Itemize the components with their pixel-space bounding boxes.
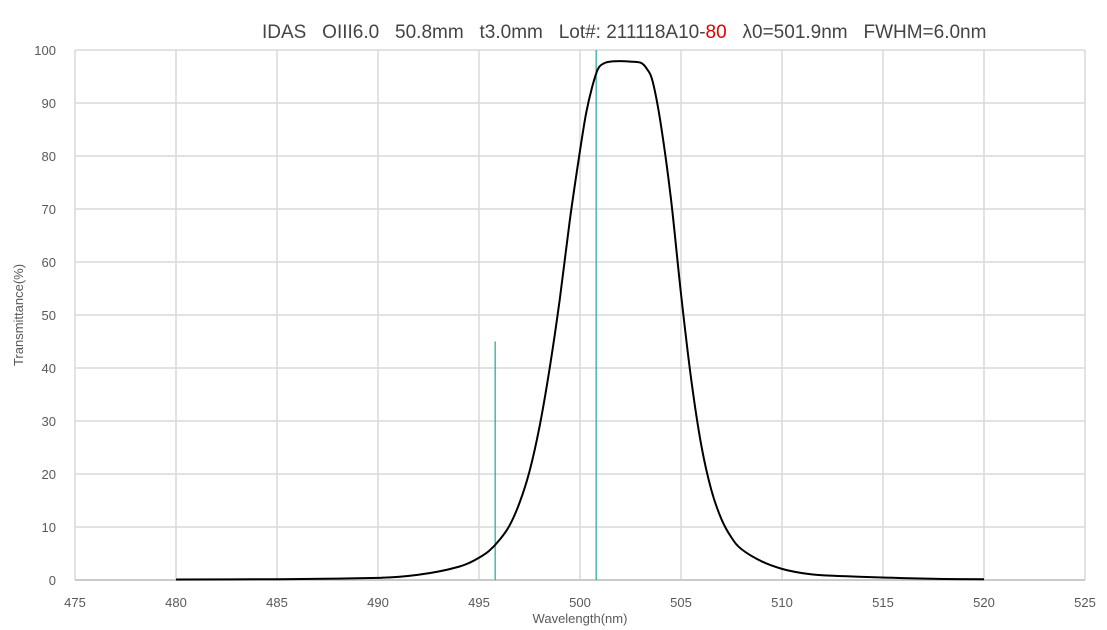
x-tick-label: 505 bbox=[670, 595, 692, 610]
x-tick-label: 475 bbox=[64, 595, 86, 610]
x-tick-label: 500 bbox=[569, 595, 591, 610]
y-tick-label: 0 bbox=[49, 573, 56, 588]
x-tick-label: 510 bbox=[771, 595, 793, 610]
x-tick-label: 480 bbox=[165, 595, 187, 610]
y-tick-label: 70 bbox=[42, 202, 56, 217]
x-tick-label: 520 bbox=[973, 595, 995, 610]
x-tick-label: 490 bbox=[367, 595, 389, 610]
x-axis-ticks: 475 480 485 490 495 500 505 510 515 520 525 bbox=[64, 595, 1096, 610]
y-tick-label: 20 bbox=[42, 467, 56, 482]
y-tick-label: 60 bbox=[42, 255, 56, 270]
x-axis-title: Wavelength(nm) bbox=[533, 611, 628, 626]
y-tick-label: 40 bbox=[42, 361, 56, 376]
x-tick-label: 525 bbox=[1074, 595, 1096, 610]
y-tick-label: 90 bbox=[42, 96, 56, 111]
transmittance-curve-0 bbox=[175, 60, 985, 581]
y-tick-label: 100 bbox=[34, 43, 56, 58]
series-layer bbox=[175, 60, 985, 581]
y-tick-label: 80 bbox=[42, 149, 56, 164]
grid-lines bbox=[74, 49, 1086, 581]
vertical-markers bbox=[494, 50, 597, 580]
y-tick-label: 10 bbox=[42, 520, 56, 535]
x-tick-label: 485 bbox=[266, 595, 288, 610]
title-part-2: λ0=501.9nm FWHM=6.0nm bbox=[727, 22, 987, 43]
title-part-0: IDAS OIII6.0 50.8mm t3.0mm Lot#: 211118A… bbox=[262, 22, 706, 43]
chart-title: IDAS OIII6.0 50.8mm t3.0mm Lot#: 211118A… bbox=[262, 22, 986, 43]
title-part-1: 80 bbox=[706, 22, 727, 43]
x-tick-label: 495 bbox=[468, 595, 490, 610]
y-tick-label: 50 bbox=[42, 308, 56, 323]
y-axis-title: Transmittance(%) bbox=[11, 264, 26, 366]
y-tick-label: 30 bbox=[42, 414, 56, 429]
y-axis-ticks: 0 10 20 30 40 50 60 70 80 90 100 bbox=[34, 43, 56, 588]
x-tick-label: 515 bbox=[872, 595, 894, 610]
